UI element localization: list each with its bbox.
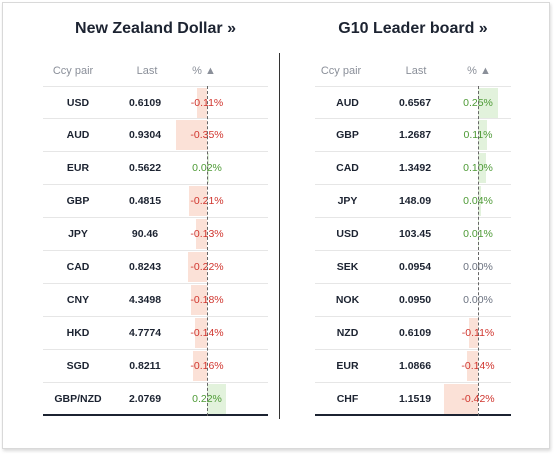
table-row[interactable]: JPY 148.09 0.04% [315,185,511,218]
change-bar [176,120,207,150]
table-row[interactable]: SGD 0.8211 -0.16% [43,350,268,383]
table-row[interactable]: GBP 1.2687 0.11% [315,119,511,152]
change-bar [187,252,207,282]
table-row[interactable]: CAD 0.8243 -0.22% [43,251,268,284]
change-bar [197,88,207,118]
ccy-pair-cell: USD [336,228,359,240]
col-header-pair: Ccy pair [52,65,94,77]
ccy-pair-cell: SGD [66,360,90,372]
table-row[interactable]: EUR 0.5622 0.02% [43,152,268,185]
last-price-cell: 0.8211 [129,360,161,372]
change-bar [195,219,207,249]
table-row[interactable]: GBP/NZD 2.0769 0.22% [43,383,268,416]
last-price-cell: 0.0950 [398,294,432,306]
table-row[interactable]: AUD 0.6567 0.25% [315,86,511,119]
ccy-pair-cell: NOK [335,294,360,306]
table-row[interactable]: AUD 0.9304 -0.35% [43,119,268,152]
ccy-pair-cell: CAD [66,261,90,273]
col-header-last: Last [136,65,158,77]
table-row[interactable]: CHF 1.1519 -0.42% [315,383,511,416]
last-price-cell: 2.0769 [128,393,162,405]
last-price-cell: 0.5622 [128,162,162,174]
ccy-pair-cell: CNY [66,294,90,306]
widget-frame: New Zealand Dollar » Ccy pair Last % ▲ U… [2,2,550,449]
change-bar [444,384,478,414]
zero-baseline [207,86,208,416]
col-header-last: Last [405,65,427,77]
table-row[interactable]: USD 0.6109 -0.11% [43,86,268,119]
ccy-pair-cell: NZD [336,327,359,339]
last-price-cell: 1.3492 [398,162,432,174]
last-price-cell: 0.6109 [128,97,162,109]
change-bar [188,186,207,216]
change-bar [192,351,207,381]
col-header-pair: Ccy pair [320,65,362,77]
last-price-cell: 1.2687 [398,129,432,141]
ccy-pair-cell: EUR [66,162,90,174]
col-header-pct-sort[interactable]: % ▲ [467,65,491,77]
last-price-cell: 0.6109 [398,327,432,339]
ccy-pair-cell: JPY [337,195,358,207]
ccy-pair-cell: CHF [336,393,359,405]
table-row[interactable]: USD 103.45 0.01% [315,218,511,251]
last-price-cell: 0.6567 [398,97,432,109]
last-price-cell: 0.0954 [398,261,432,273]
last-price-cell: 4.7774 [128,327,162,339]
ccy-pair-cell: EUR [336,360,359,372]
g10-table: AUD 0.6567 0.25% GBP 1.2687 0.11% CAD 1.3492 0.1… [315,86,511,416]
last-price-cell: 0.4815 [128,195,162,207]
last-price-cell: 0.9304 [128,129,162,141]
nzd-table: USD 0.6109 -0.11% AUD 0.9304 -0.35% EUR 0.5622 0… [43,86,268,416]
change-bar [478,153,486,183]
change-bar [478,120,487,150]
g10-panel-title-link[interactable]: G10 Leader board » [338,20,488,37]
panel-divider [279,53,280,419]
ccy-pair-cell: SEK [336,261,359,273]
table-row[interactable]: JPY 90.46 -0.13% [43,218,268,251]
ccy-pair-cell: GBP/NZD [54,393,102,405]
table-row[interactable]: EUR 1.0866 -0.14% [315,350,511,383]
change-bar [466,351,478,381]
change-bar [478,88,498,118]
table-row[interactable]: GBP 0.4815 -0.21% [43,185,268,218]
nzd-panel-title-link[interactable]: New Zealand Dollar » [75,20,236,37]
last-price-cell: 1.0866 [398,360,432,372]
ccy-pair-cell: AUD [336,97,359,109]
ccy-pair-cell: AUD [66,129,90,141]
last-price-cell: 4.3498 [128,294,162,306]
change-bar [191,285,207,315]
table-row[interactable]: NZD 0.6109 -0.11% [315,317,511,350]
table-row[interactable]: NOK 0.0950 0.00% [315,284,511,317]
col-header-pct-sort[interactable]: % ▲ [192,65,216,77]
ccy-pair-cell: HKD [66,327,90,339]
table-row[interactable]: CAD 1.3492 0.10% [315,152,511,185]
ccy-pair-cell: USD [66,97,90,109]
ccy-pair-cell: GBP [336,129,359,141]
table-row[interactable]: CNY 4.3498 -0.18% [43,284,268,317]
last-price-cell: 148.09 [398,195,432,207]
change-bar [478,186,482,216]
ccy-pair-cell: GBP [66,195,90,207]
table-row[interactable]: SEK 0.0954 0.00% [315,251,511,284]
last-price-cell: 103.45 [398,228,432,240]
last-price-cell: 1.1519 [398,393,432,405]
ccy-pair-cell: JPY [68,228,88,240]
table-row[interactable]: HKD 4.7774 -0.14% [43,317,268,350]
change-bar [469,318,478,348]
last-price-cell: 90.46 [131,228,159,240]
change-bar [207,384,227,414]
last-price-cell: 0.8243 [128,261,162,273]
change-bar [194,318,207,348]
ccy-pair-cell: CAD [336,162,359,174]
zero-baseline [478,86,479,416]
